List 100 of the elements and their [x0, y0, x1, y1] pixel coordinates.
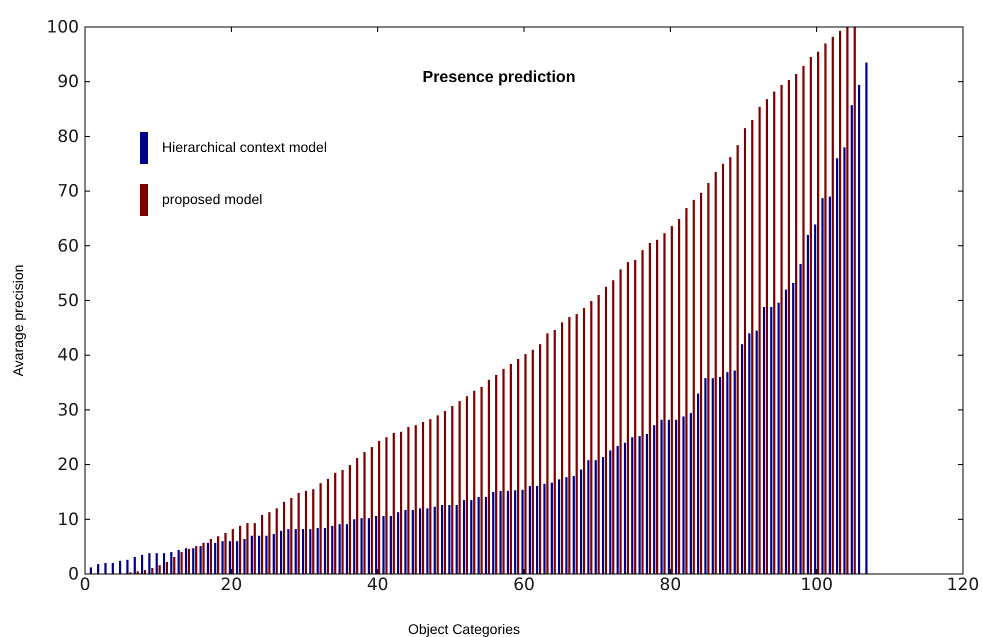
bar: [390, 516, 392, 574]
bar: [407, 426, 410, 574]
bar: [214, 542, 216, 574]
bar: [576, 314, 578, 574]
bar: [440, 505, 444, 574]
bar: [638, 436, 641, 574]
bar: [756, 330, 758, 574]
bar: [422, 422, 424, 574]
bar: [802, 66, 805, 574]
bar: [338, 524, 341, 574]
bar: [495, 374, 498, 574]
bar: [499, 490, 502, 574]
bar: [598, 295, 600, 574]
bar: [550, 482, 553, 574]
bar: [558, 479, 560, 574]
bar: [714, 172, 717, 574]
bar: [466, 396, 468, 574]
bar: [148, 553, 150, 574]
bar: [180, 552, 183, 574]
bar: [348, 465, 351, 574]
bar: [582, 308, 586, 574]
bar: [162, 553, 166, 574]
bar: [663, 233, 666, 574]
bar: [272, 534, 275, 574]
bar: [451, 406, 454, 574]
bar: [751, 120, 754, 574]
bar: [484, 496, 488, 574]
bar: [370, 447, 373, 574]
bar: [532, 350, 534, 574]
y-tick-label: 40: [57, 346, 79, 366]
bar: [602, 456, 604, 574]
bar: [734, 370, 736, 574]
bar: [704, 378, 707, 574]
bar: [580, 470, 582, 574]
bar: [341, 470, 344, 574]
bar: [363, 452, 366, 574]
bar: [97, 564, 100, 574]
bar: [539, 344, 542, 574]
bar: [795, 74, 798, 574]
bar: [265, 536, 268, 574]
bar: [375, 516, 378, 574]
bar: [356, 458, 358, 574]
bar: [692, 200, 695, 574]
bar: [722, 164, 724, 574]
y-tick-label: 80: [57, 126, 79, 147]
bar: [817, 52, 820, 574]
bar: [626, 262, 629, 574]
bar: [250, 536, 253, 574]
bar: [554, 330, 556, 574]
bar: [294, 529, 297, 574]
bar: [488, 380, 490, 574]
bar: [543, 484, 546, 574]
bar: [718, 377, 722, 574]
y-tick-label: 10: [57, 510, 79, 530]
bar: [565, 477, 568, 574]
bar: [412, 510, 414, 574]
bar: [217, 536, 220, 574]
bar: [200, 546, 202, 574]
bar: [656, 240, 658, 574]
x-tick-label: 80: [660, 575, 682, 596]
bar: [854, 27, 856, 574]
bar: [660, 420, 663, 574]
bar: [232, 529, 234, 574]
bar: [368, 518, 370, 574]
bar: [821, 198, 824, 574]
bar: [587, 460, 590, 574]
bar: [594, 460, 597, 574]
bar: [400, 432, 402, 574]
bar: [156, 553, 158, 574]
legend-label: Hierarchical context model: [162, 139, 327, 155]
bar: [510, 364, 512, 574]
bar: [609, 450, 612, 574]
text: Presence prediction: [422, 69, 576, 86]
bar: [736, 145, 739, 574]
bar: [865, 62, 868, 574]
bar: [858, 84, 860, 574]
bar: [228, 541, 231, 574]
bar: [653, 425, 656, 574]
bar: [470, 500, 472, 574]
bar: [353, 519, 356, 574]
bar: [298, 493, 300, 574]
bar: [324, 528, 326, 574]
y-tick-label: 50: [57, 290, 79, 311]
bar: [112, 563, 114, 574]
bar: [758, 106, 761, 574]
x-tick-label: 120: [946, 575, 980, 596]
bar: [462, 500, 466, 574]
bar: [668, 420, 670, 574]
bar: [792, 282, 794, 574]
y-tick-label: 30: [57, 400, 79, 420]
bar: [828, 196, 831, 574]
bar: [268, 512, 270, 574]
bar: [173, 557, 176, 574]
bar: [712, 378, 714, 574]
bar: [382, 516, 385, 574]
bar: [346, 524, 348, 574]
bar: [320, 483, 322, 574]
bar: [697, 393, 700, 574]
bar: [287, 529, 290, 574]
bar: [195, 546, 198, 574]
